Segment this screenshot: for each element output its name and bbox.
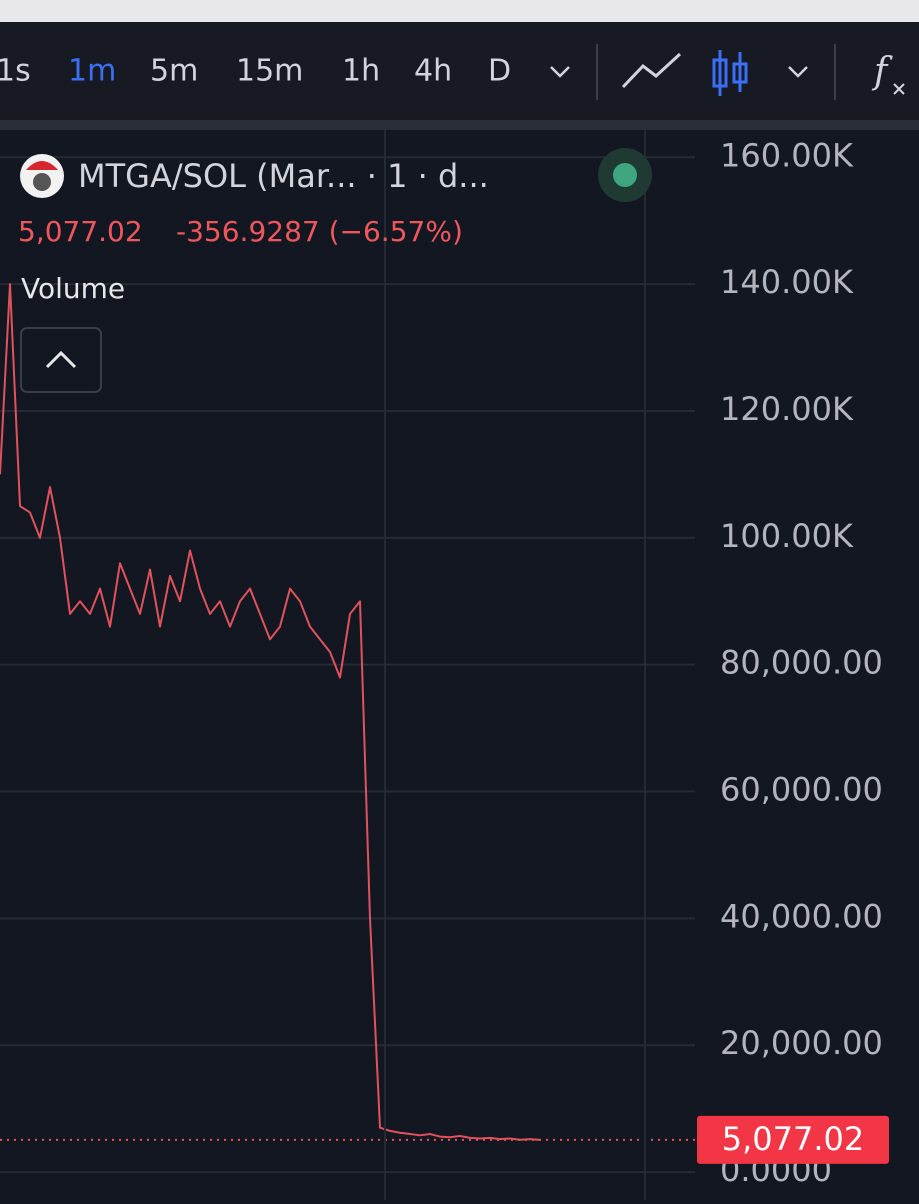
interval-group: 1s 1m 5m 15m 1h 4h D — [0, 54, 511, 89]
interval-button[interactable]: 1s — [0, 54, 31, 89]
close-value: 5,077.02 — [18, 215, 143, 248]
last-price-label: 5,077.02 — [722, 1120, 865, 1158]
interval-button[interactable]: 5m — [150, 54, 198, 89]
y-tick-label: 40,000.00 — [720, 897, 883, 935]
y-tick-label: 20,000.00 — [720, 1024, 883, 1062]
candle-chart-button[interactable] — [712, 50, 748, 96]
y-tick-label: 120.00K — [720, 390, 854, 428]
line-chart-button[interactable] — [621, 52, 682, 89]
collapse-icon — [45, 350, 77, 369]
plot-area — [0, 156, 695, 1174]
toolbar — [0, 22, 919, 120]
avatar-hat — [26, 161, 58, 170]
chart-type-dropdown[interactable] — [788, 66, 808, 78]
status-dot — [613, 163, 637, 187]
y-tick-label: 160.00K — [720, 136, 854, 174]
interval-button[interactable]: 4h — [414, 54, 452, 89]
indicator-name: Volume — [21, 272, 125, 305]
interval-button[interactable]: 15m — [236, 54, 303, 89]
collapse-button[interactable] — [20, 327, 102, 393]
price-line — [0, 283, 541, 1141]
y-tick-label: 140.00K — [720, 263, 854, 301]
interval-button[interactable]: 1m — [68, 54, 116, 89]
interval-button[interactable]: D — [488, 54, 511, 89]
y-tick-label: 80,000.00 — [720, 644, 883, 682]
symbol-title[interactable]: MTGA/SOL (Mar... · 1 · d... — [78, 157, 489, 195]
change-value: -356.9287 (−6.57%) — [176, 215, 463, 248]
price-axis: 0.000020,000.0040,000.0060,000.0080,000.… — [697, 136, 889, 1189]
y-tick-label: 60,000.00 — [720, 771, 883, 809]
toolbar-divider — [0, 120, 919, 130]
interval-button[interactable]: 1h — [342, 54, 380, 89]
legend: MTGA/SOL (Mar... · 1 · d... 5,077.02 -35… — [18, 148, 652, 393]
avatar-face — [33, 173, 51, 191]
interval-dropdown[interactable] — [550, 66, 570, 78]
last-price-tag — [697, 1115, 889, 1164]
y-tick-label: 100.00K — [720, 517, 854, 555]
status-strip — [0, 0, 919, 22]
